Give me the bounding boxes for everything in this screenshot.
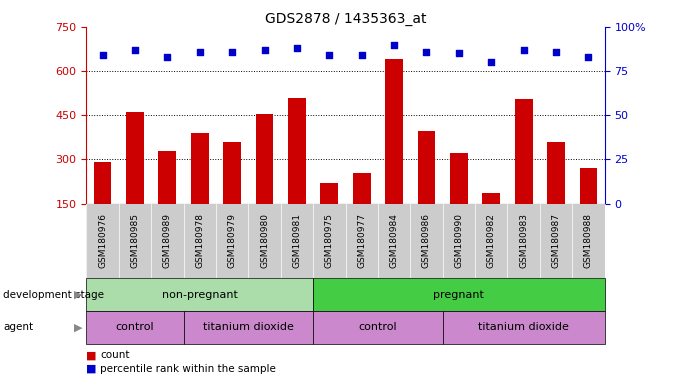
Bar (126, 112, 144, 248)
Text: ▶: ▶ (75, 290, 83, 300)
Text: GSM180980: GSM180980 (260, 214, 269, 268)
Point (453, 50, 464, 56)
Text: titanium dioxide: titanium dioxide (203, 322, 294, 333)
Text: GSM180976: GSM180976 (98, 214, 107, 268)
Text: GSM180986: GSM180986 (422, 214, 431, 268)
Text: ■: ■ (86, 364, 97, 374)
Text: GSM180985: GSM180985 (131, 214, 140, 268)
Point (518, 47, 529, 53)
Text: development stage: development stage (3, 290, 104, 300)
Bar (256, 114, 274, 248)
Bar (223, 142, 241, 248)
Text: GSM180990: GSM180990 (455, 214, 464, 268)
Text: GSM180983: GSM180983 (519, 214, 528, 268)
Bar (482, 193, 500, 248)
Text: GSM180982: GSM180982 (486, 214, 495, 268)
Text: GSM180988: GSM180988 (584, 214, 593, 268)
Point (388, 41, 399, 48)
Text: agent: agent (3, 322, 34, 333)
Point (194, 48, 205, 55)
Bar (385, 59, 403, 248)
Bar (450, 154, 468, 248)
Bar (94, 162, 111, 248)
Text: GSM180987: GSM180987 (551, 214, 560, 268)
Bar (417, 131, 435, 248)
Bar (288, 98, 306, 248)
Bar (321, 183, 338, 248)
Point (486, 59, 497, 65)
Point (324, 52, 335, 58)
Point (129, 47, 140, 53)
Text: GDS2878 / 1435363_at: GDS2878 / 1435363_at (265, 12, 426, 25)
Bar (191, 133, 209, 248)
Text: control: control (359, 322, 397, 333)
Point (227, 48, 238, 55)
Text: GSM180977: GSM180977 (357, 214, 366, 268)
Text: count: count (100, 350, 130, 360)
Point (421, 48, 432, 55)
Text: GSM180989: GSM180989 (163, 214, 172, 268)
Bar (158, 151, 176, 248)
Text: pregnant: pregnant (433, 290, 484, 300)
Point (356, 52, 367, 58)
Point (551, 48, 562, 55)
Text: GSM180975: GSM180975 (325, 214, 334, 268)
Text: GSM180981: GSM180981 (292, 214, 301, 268)
Text: non-pregnant: non-pregnant (162, 290, 238, 300)
Bar (547, 142, 565, 248)
Point (583, 54, 594, 60)
Point (97, 52, 108, 58)
Bar (580, 168, 597, 248)
Point (162, 54, 173, 60)
Text: GSM180979: GSM180979 (227, 214, 236, 268)
Text: control: control (115, 322, 154, 333)
Text: ■: ■ (86, 350, 97, 360)
Text: ▶: ▶ (75, 322, 83, 333)
Point (259, 47, 270, 53)
Point (292, 45, 303, 51)
Bar (515, 99, 533, 248)
Bar (353, 173, 370, 248)
Text: GSM180984: GSM180984 (390, 214, 399, 268)
Text: titanium dioxide: titanium dioxide (478, 322, 569, 333)
Text: percentile rank within the sample: percentile rank within the sample (100, 364, 276, 374)
Text: GSM180978: GSM180978 (196, 214, 205, 268)
